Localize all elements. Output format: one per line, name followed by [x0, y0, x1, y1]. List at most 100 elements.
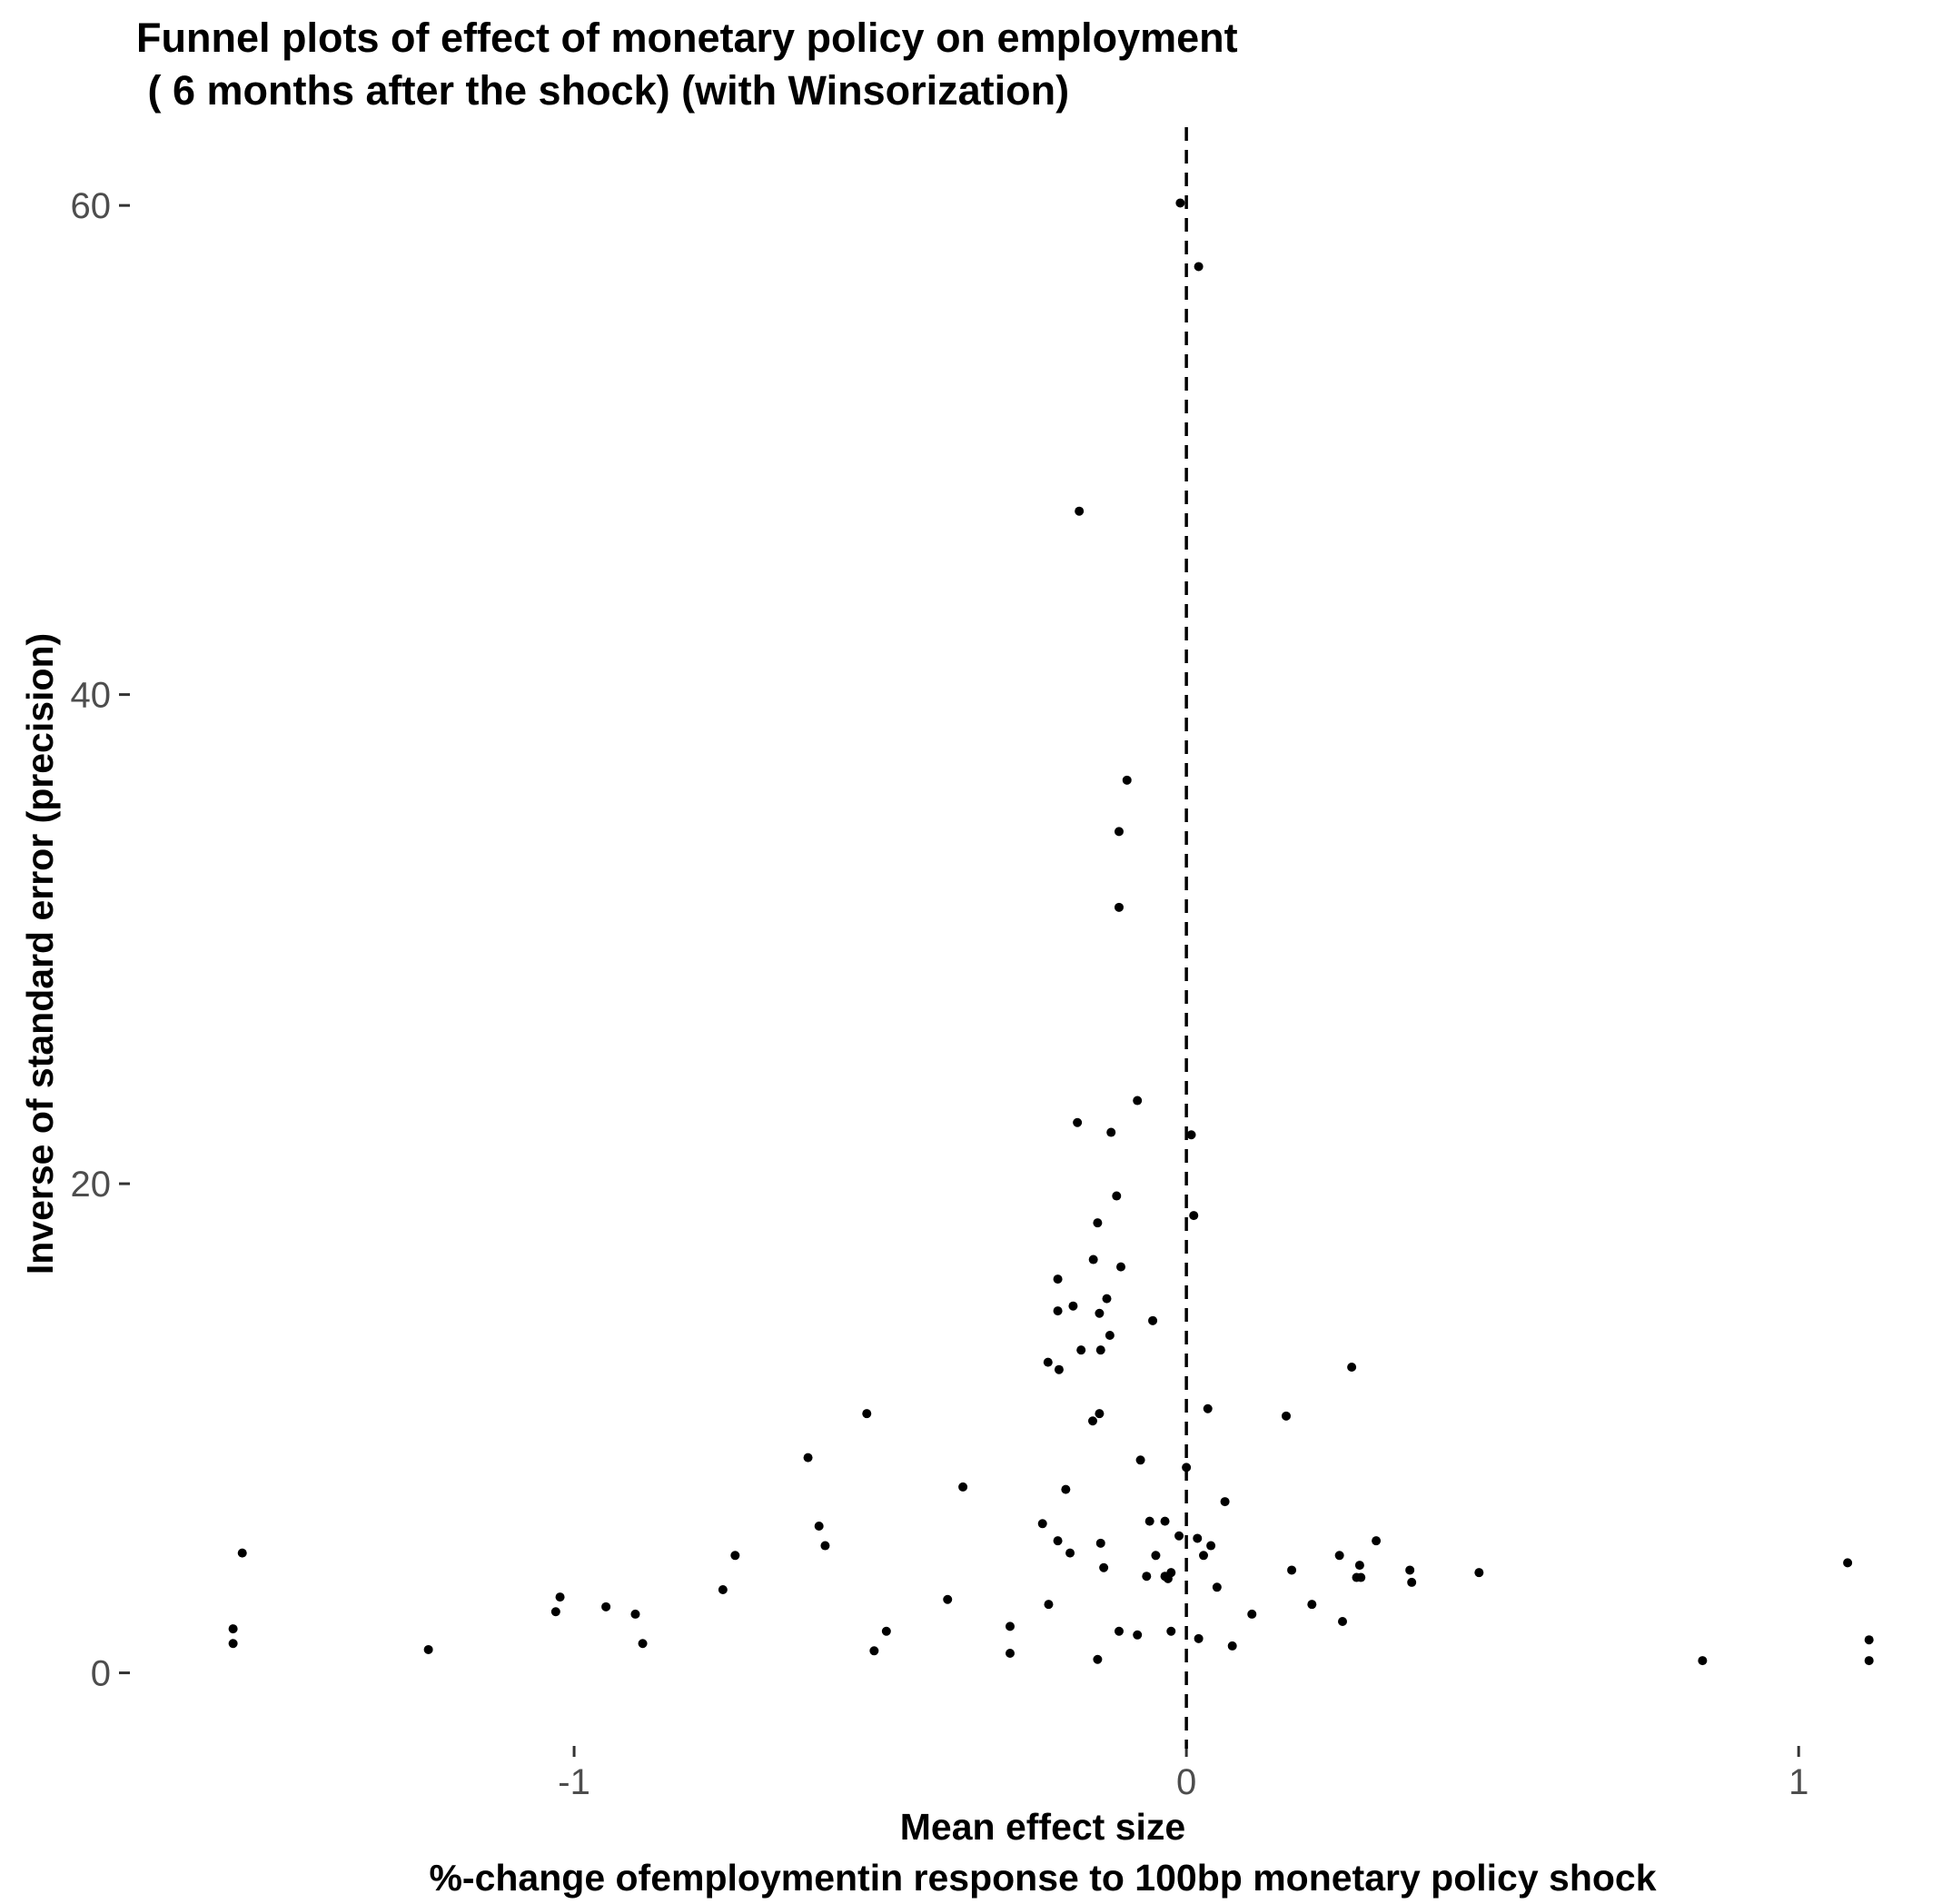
data-point — [1174, 1531, 1184, 1541]
data-point — [1095, 1345, 1105, 1355]
data-point — [1105, 1331, 1115, 1340]
data-point — [1307, 1600, 1317, 1610]
data-point — [943, 1594, 953, 1604]
data-point — [1166, 1626, 1176, 1636]
data-point — [862, 1409, 872, 1419]
data-point — [1053, 1274, 1063, 1284]
chart-title-line-1: Funnel plots of effect of monetary polic… — [136, 15, 1238, 61]
data-point — [803, 1453, 813, 1463]
data-point — [869, 1646, 879, 1656]
data-point — [1698, 1656, 1708, 1666]
data-point — [820, 1541, 830, 1551]
data-point — [423, 1644, 433, 1654]
data-point — [1163, 1573, 1173, 1583]
data-point — [1142, 1572, 1152, 1582]
x-axis: -1 0 1 — [558, 1746, 1808, 1802]
data-point — [1247, 1609, 1257, 1619]
data-point — [228, 1624, 238, 1634]
data-point — [1114, 902, 1124, 912]
data-point — [1095, 1409, 1105, 1419]
data-point — [1334, 1551, 1344, 1561]
data-point — [1043, 1357, 1053, 1367]
data-point — [1199, 1551, 1208, 1561]
x-tick-label: 1 — [1788, 1762, 1808, 1802]
data-point — [1189, 1211, 1199, 1221]
data-point — [1054, 1364, 1064, 1374]
data-point — [1135, 1455, 1145, 1465]
data-point — [1281, 1411, 1291, 1421]
data-point — [1227, 1641, 1237, 1651]
data-point — [1133, 1630, 1143, 1640]
data-point — [1160, 1516, 1170, 1526]
y-tick-label: 20 — [71, 1165, 112, 1205]
data-point — [1338, 1617, 1348, 1626]
data-point — [1474, 1568, 1484, 1578]
data-point — [1093, 1218, 1103, 1228]
data-point — [555, 1592, 565, 1602]
data-point — [1194, 1633, 1204, 1643]
data-point — [1053, 1306, 1063, 1316]
data-point — [1864, 1656, 1874, 1666]
data-point — [1194, 262, 1204, 272]
data-point — [1068, 1301, 1078, 1311]
data-point — [1212, 1582, 1222, 1592]
data-point — [1148, 1315, 1158, 1325]
data-point — [1061, 1484, 1071, 1494]
data-point — [1088, 1254, 1098, 1264]
data-point — [1037, 1519, 1047, 1529]
data-point — [638, 1639, 648, 1649]
data-point — [1075, 506, 1085, 516]
data-point — [1206, 1541, 1216, 1551]
y-tick-label: 0 — [91, 1654, 111, 1694]
data-point — [1076, 1345, 1086, 1355]
y-tick-label: 60 — [71, 186, 112, 226]
data-point — [1287, 1565, 1297, 1575]
data-point — [1095, 1308, 1105, 1318]
data-point — [1102, 1294, 1112, 1304]
data-point — [1005, 1649, 1015, 1658]
data-points — [228, 198, 1874, 1666]
data-point — [1087, 1416, 1097, 1426]
data-point — [1864, 1635, 1874, 1645]
data-point — [1220, 1497, 1230, 1507]
data-point — [1151, 1551, 1161, 1561]
data-point — [1122, 775, 1132, 785]
data-point — [881, 1626, 891, 1636]
data-point — [1186, 1130, 1196, 1140]
data-point — [228, 1639, 238, 1649]
data-point — [630, 1609, 640, 1619]
data-point — [1044, 1600, 1054, 1610]
data-point — [1112, 1191, 1122, 1201]
data-point — [1203, 1403, 1213, 1413]
data-point — [1356, 1572, 1366, 1582]
data-point — [1843, 1558, 1853, 1568]
data-point — [1372, 1536, 1382, 1546]
data-point — [1093, 1654, 1103, 1664]
y-axis-title: Inverse of standard error (precision) — [19, 633, 61, 1274]
data-point — [1053, 1536, 1063, 1546]
data-point — [718, 1585, 728, 1594]
chart-title-line-2: ( 6 months after the shock) (with Winsor… — [136, 67, 1069, 114]
data-point — [237, 1548, 247, 1558]
x-tick-label: 0 — [1176, 1762, 1196, 1802]
y-tick-label: 40 — [71, 676, 112, 716]
data-point — [601, 1602, 611, 1611]
data-point — [730, 1551, 740, 1561]
data-point — [550, 1607, 560, 1617]
data-point — [1114, 1626, 1124, 1636]
data-point — [1095, 1538, 1105, 1548]
data-point — [1405, 1565, 1415, 1575]
data-point — [814, 1522, 824, 1531]
data-point — [1354, 1561, 1364, 1571]
data-point — [1193, 1533, 1203, 1543]
data-point — [1182, 1463, 1192, 1473]
data-point — [1065, 1548, 1075, 1558]
data-point — [1347, 1363, 1357, 1372]
data-point — [1133, 1096, 1143, 1106]
data-point — [1175, 198, 1185, 208]
data-point — [1407, 1577, 1417, 1587]
y-axis: 0 20 40 60 — [71, 186, 130, 1694]
x-tick-label: -1 — [558, 1762, 590, 1802]
data-point — [1144, 1516, 1154, 1526]
